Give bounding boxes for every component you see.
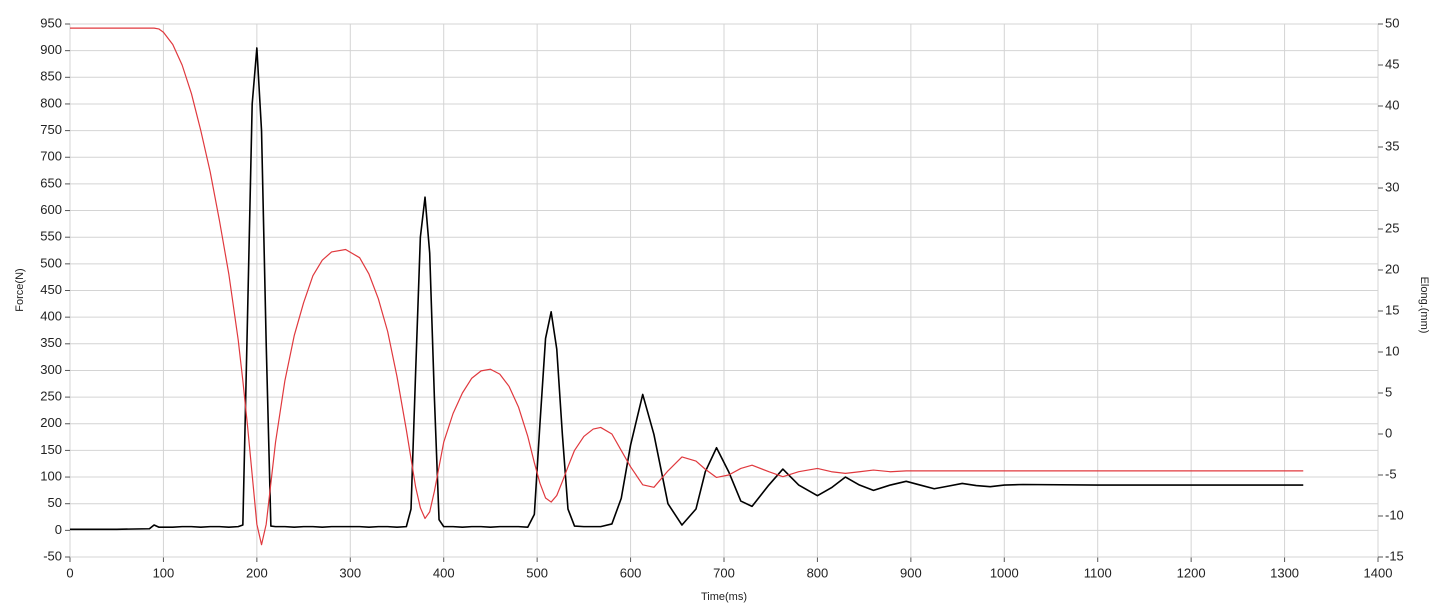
y-tick-label: 950 (40, 15, 62, 30)
y-tick-label: 400 (40, 309, 62, 324)
x-tick-label: 200 (246, 565, 268, 580)
y-tick-label: 450 (40, 282, 62, 297)
x-tick-label: 300 (339, 565, 361, 580)
y-tick-label: 750 (40, 122, 62, 137)
y2-tick-label: -5 (1385, 466, 1397, 481)
y-tick-label: 300 (40, 362, 62, 377)
y-tick-label: 50 (48, 495, 62, 510)
y-tick-label: 250 (40, 389, 62, 404)
y2-tick-label: 50 (1385, 15, 1399, 30)
y-tick-label: 0 (55, 522, 62, 537)
x-tick-label: 400 (433, 565, 455, 580)
y2-tick-label: -15 (1385, 548, 1404, 563)
x-tick-label: 1400 (1364, 565, 1393, 580)
x-tick-label: 1100 (1084, 565, 1112, 580)
y-axis-title: Force(N) (14, 268, 26, 311)
y-tick-label: 550 (40, 229, 62, 244)
data-line (70, 47, 1304, 531)
y2-tick-label: 5 (1385, 384, 1392, 399)
y-tick-label: 850 (40, 69, 62, 84)
x-tick-label: 500 (526, 565, 548, 580)
y-tick-label: 700 (40, 149, 62, 164)
y-tick-label: -50 (43, 548, 62, 563)
x-tick-label: 0 (66, 565, 73, 580)
y-tick-label: 200 (40, 415, 62, 430)
y2-tick-label: 15 (1385, 302, 1399, 317)
y-tick-label: 800 (40, 95, 62, 110)
y-tick-label: 150 (40, 442, 62, 457)
x-tick-label: 1200 (1177, 565, 1206, 580)
y-tick-label: 350 (40, 335, 62, 350)
y2-axis-title: Elong.(mm) (1418, 277, 1430, 334)
y2-tick-label: 45 (1385, 56, 1399, 71)
y-tick-label: 650 (40, 175, 62, 190)
y2-tick-label: 40 (1385, 97, 1399, 112)
x-tick-label: 1300 (1270, 565, 1299, 580)
x-tick-label: 100 (153, 565, 175, 580)
x-tick-label: 900 (900, 565, 922, 580)
y2-tick-label: 30 (1385, 179, 1399, 194)
y2-tick-label: -10 (1385, 507, 1404, 522)
x-tick-label: 1000 (990, 565, 1019, 580)
y-tick-label: 100 (40, 468, 62, 483)
y-tick-label: 900 (40, 42, 62, 57)
x-tick-label: 600 (620, 565, 642, 580)
x-tick-label: 700 (713, 565, 735, 580)
y2-tick-label: 10 (1385, 343, 1399, 358)
data-line (70, 27, 1304, 546)
x-axis-title: Time(ms) (701, 591, 747, 603)
y-tick-label: 500 (40, 255, 62, 270)
y2-tick-label: 0 (1385, 425, 1392, 440)
y2-tick-label: 25 (1385, 220, 1399, 235)
x-tick-label: 800 (807, 565, 829, 580)
y-tick-label: 600 (40, 202, 62, 217)
y2-tick-label: 35 (1385, 138, 1399, 153)
y2-tick-label: 20 (1385, 261, 1399, 276)
